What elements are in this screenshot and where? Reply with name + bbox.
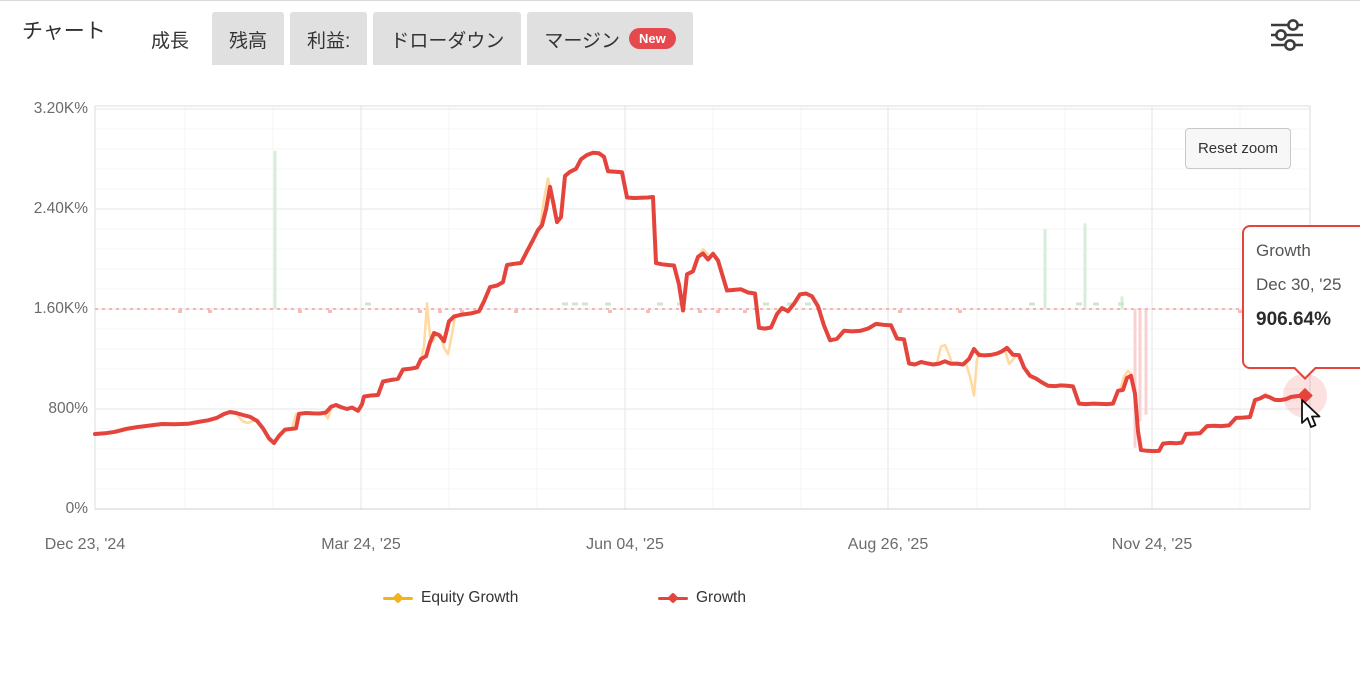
- tab-profit[interactable]: 利益:: [290, 12, 368, 66]
- reset-zoom-button[interactable]: Reset zoom: [1185, 128, 1291, 169]
- mouse-cursor-icon: [1301, 399, 1321, 428]
- y-axis-tick-label: 800%: [48, 400, 88, 417]
- tooltip-series-name: Growth: [1256, 241, 1311, 260]
- growth-chart-panel: 0% 800% 1.60K% 2.40K% 3.20K% Dec 23, '24 Mar …: [0, 65, 1360, 678]
- tab-balance[interactable]: 残高: [212, 12, 285, 66]
- horizontal-major-gridlines: [95, 108, 1310, 410]
- x-axis-tick-label: Nov 24, '25: [1111, 536, 1193, 553]
- y-axis-tick-label: 2.40K%: [33, 200, 88, 217]
- filter-sliders-icon: [1271, 19, 1303, 51]
- legend-label: Equity Growth: [421, 589, 519, 606]
- chart-tab-bar: チャート 成長 残高 利益: ドローダウン マージン New: [0, 2, 1360, 66]
- y-axis-tick-label: 3.20K%: [33, 100, 88, 117]
- highlight-marker: [1283, 373, 1327, 418]
- event-bars: [273, 150, 1148, 448]
- tab-margin[interactable]: マージン New: [527, 12, 693, 66]
- y-axis-tick-label: 1.60K%: [33, 300, 88, 317]
- tooltip-date: Dec 30, '25: [1256, 275, 1342, 294]
- tab-growth[interactable]: 成長: [134, 12, 207, 66]
- new-badge: New: [628, 27, 676, 49]
- growth-line: [93, 150, 1312, 454]
- equity-growth-line: [236, 177, 1272, 430]
- chart-plot-area[interactable]: [0, 65, 1360, 678]
- x-axis-tick-label: Mar 24, '25: [321, 536, 401, 553]
- chart-section-label: チャート: [22, 20, 106, 43]
- y-axis-tick-label: 0%: [65, 500, 88, 517]
- equity-growth-legend-marker-icon: [383, 591, 413, 604]
- growth-legend-marker-icon: [658, 591, 688, 604]
- legend-item-growth[interactable]: Growth: [658, 589, 746, 607]
- chart-tooltip: Growth Dec 30, '25 906.64%: [1242, 225, 1360, 380]
- tooltip-value: 906.64%: [1256, 309, 1332, 330]
- tab-list: 成長 残高 利益: ドローダウン マージン New: [134, 12, 693, 66]
- legend-label: Growth: [696, 589, 746, 606]
- x-axis-tick-label: Aug 26, '25: [847, 536, 929, 553]
- horizontal-minor-gridlines: [95, 128, 1310, 490]
- vertical-minor-gridlines: [184, 106, 1241, 509]
- x-axis-tick-label: Jun 04, '25: [586, 536, 664, 553]
- legend-item-equity-growth[interactable]: Equity Growth: [383, 589, 518, 607]
- tab-drawdown[interactable]: ドローダウン: [373, 12, 522, 66]
- vertical-major-gridlines: [360, 106, 1153, 509]
- x-axis-tick-label: Dec 23, '24: [44, 536, 126, 553]
- filter-button[interactable]: [1264, 14, 1310, 56]
